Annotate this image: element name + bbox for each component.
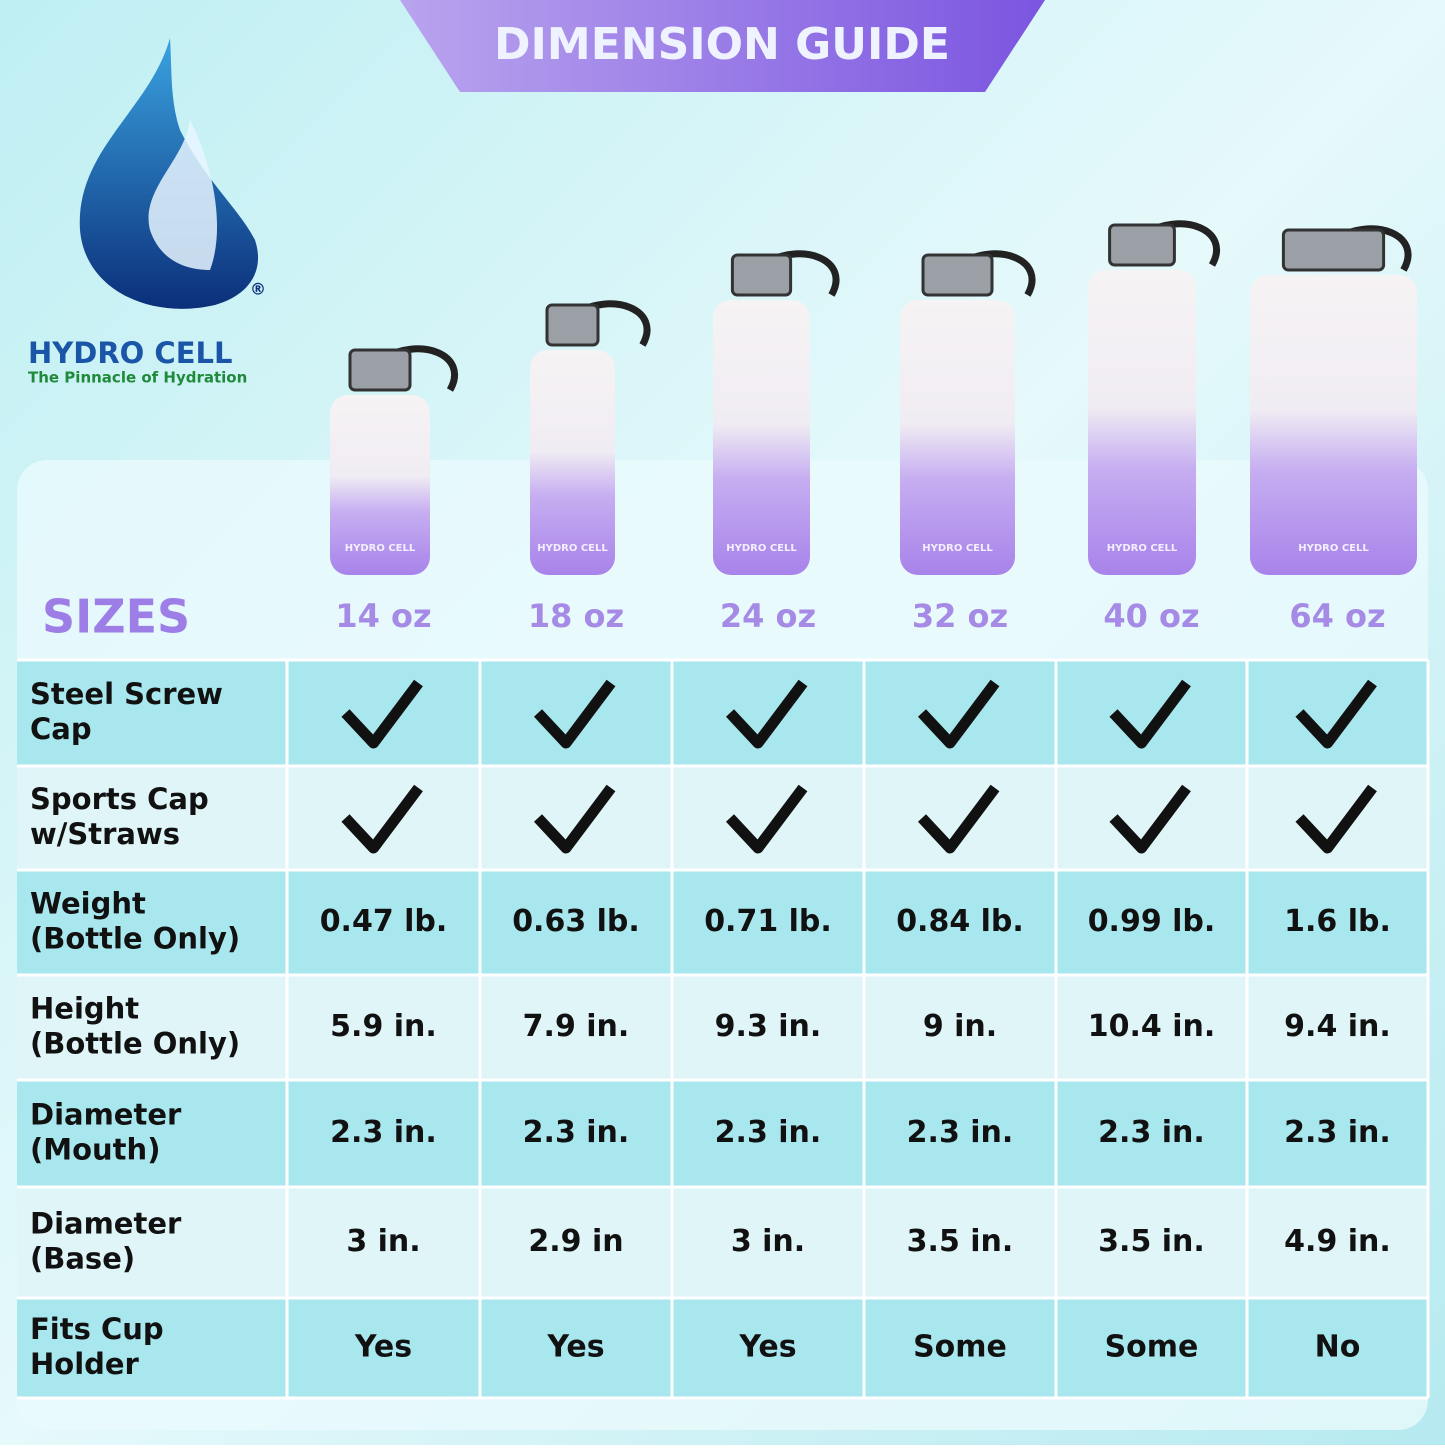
cell-value: Some bbox=[913, 1330, 1007, 1365]
size-label: 32 oz bbox=[912, 597, 1008, 635]
bottle-text: HYDRO CELL bbox=[726, 543, 797, 554]
bottle-cap bbox=[545, 303, 600, 347]
cell-value: 2.3 in. bbox=[1098, 1115, 1205, 1150]
logo-wave bbox=[148, 120, 218, 270]
cell-value: 3.5 in. bbox=[907, 1224, 1014, 1259]
checkmark bbox=[533, 679, 616, 749]
cell-value: 0.84 lb. bbox=[896, 904, 1024, 939]
bottle-body bbox=[900, 300, 1015, 575]
row-label: Weight bbox=[30, 887, 146, 921]
cell-value: 2.3 in. bbox=[1284, 1115, 1391, 1150]
checkmark bbox=[341, 784, 423, 854]
cell-value: Yes bbox=[738, 1330, 796, 1365]
cell-value: 0.63 lb. bbox=[512, 904, 640, 939]
cell-value: 4.9 in. bbox=[1284, 1224, 1391, 1259]
cell-value: 2.3 in. bbox=[523, 1115, 630, 1150]
brand-tagline: The Pinnacle of Hydration bbox=[28, 369, 247, 387]
cell-value: 3.5 in. bbox=[1098, 1224, 1205, 1259]
cell-value: 0.99 lb. bbox=[1088, 904, 1216, 939]
cell-value: 0.47 lb. bbox=[320, 904, 448, 939]
cell-value: 9.4 in. bbox=[1284, 1009, 1391, 1044]
bottle-text: HYDRO CELL bbox=[537, 543, 608, 554]
cell-value: 0.71 lb. bbox=[704, 904, 832, 939]
logo-mark: ® bbox=[250, 280, 266, 299]
title-banner bbox=[400, 0, 1045, 92]
table: 14 oz 18 oz 24 oz 32 oz 40 oz 64 oz Steel Scre… bbox=[17, 597, 1430, 1400]
bottle-cap bbox=[348, 348, 412, 392]
row-label: (Mouth) bbox=[30, 1133, 160, 1167]
bottle-cap bbox=[1108, 223, 1176, 267]
cell-value: 2.3 in. bbox=[330, 1115, 437, 1150]
bottle-cap bbox=[1281, 228, 1386, 272]
row-bg bbox=[17, 870, 1428, 975]
bottle-body bbox=[1088, 270, 1196, 575]
row-bg bbox=[17, 975, 1428, 1080]
row-label: Fits Cup bbox=[30, 1312, 164, 1346]
bottle-text: HYDRO CELL bbox=[345, 543, 416, 554]
bottles: HYDRO CELL HYDRO CELL HYDRO CELL HYDRO CELL… bbox=[330, 220, 1417, 575]
bottle-body bbox=[530, 350, 615, 575]
cell-value: 7.9 in. bbox=[523, 1009, 630, 1044]
checkmark bbox=[533, 784, 616, 854]
size-label: 18 oz bbox=[528, 597, 624, 635]
bottle-text: HYDRO CELL bbox=[922, 543, 993, 554]
cell-value: No bbox=[1315, 1330, 1361, 1365]
bottle-text: HYDRO CELL bbox=[1107, 543, 1178, 554]
cell-value: 2.3 in. bbox=[907, 1115, 1014, 1150]
row-label: Sports Cap bbox=[30, 782, 209, 816]
row-label: Cap bbox=[30, 712, 92, 746]
checkmark bbox=[341, 679, 423, 749]
brand-name: HYDRO CELL bbox=[28, 336, 232, 370]
row-label: w/Straws bbox=[30, 817, 180, 851]
checkmark bbox=[1295, 679, 1377, 749]
cell-value: Yes bbox=[354, 1330, 412, 1365]
cell-value: Some bbox=[1105, 1330, 1199, 1365]
size-label: 64 oz bbox=[1289, 597, 1385, 635]
checkmark bbox=[1109, 679, 1191, 749]
checkmark bbox=[725, 784, 808, 854]
row-bg bbox=[17, 766, 1428, 870]
bottle-text: HYDRO CELL bbox=[1298, 543, 1369, 554]
bottle-body bbox=[330, 395, 430, 575]
cell-value: 9.3 in. bbox=[715, 1009, 822, 1044]
size-label: 40 oz bbox=[1103, 597, 1199, 635]
cell-value: 10.4 in. bbox=[1088, 1009, 1216, 1044]
cell-value: 3 in. bbox=[346, 1224, 420, 1259]
checkmark bbox=[1109, 784, 1191, 854]
checkmark bbox=[917, 679, 1000, 749]
cell-value: 3 in. bbox=[731, 1224, 805, 1259]
sizes-label: SIZES bbox=[42, 590, 190, 644]
cell-value: 9 in. bbox=[923, 1009, 997, 1044]
row-label: (Bottle Only) bbox=[30, 1027, 240, 1061]
title: DIMENSION GUIDE bbox=[494, 19, 950, 70]
bottle-cap bbox=[730, 253, 793, 297]
cell-value: 2.9 in bbox=[528, 1224, 623, 1259]
cell-value: Yes bbox=[546, 1330, 604, 1365]
bottle-body bbox=[713, 300, 810, 575]
checkmark bbox=[725, 679, 808, 749]
row-label: Diameter bbox=[30, 1207, 182, 1241]
cell-value: 2.3 in. bbox=[715, 1115, 822, 1150]
checkmark bbox=[917, 784, 1000, 854]
size-label: 14 oz bbox=[335, 597, 431, 635]
row-bg bbox=[17, 1298, 1428, 1398]
row-label: Holder bbox=[30, 1347, 140, 1381]
row-label: (Bottle Only) bbox=[30, 922, 240, 956]
row-bg bbox=[17, 1187, 1428, 1298]
size-label: 24 oz bbox=[720, 597, 816, 635]
row-label: Steel Screw bbox=[30, 677, 223, 711]
row-bg bbox=[17, 1080, 1428, 1187]
row-label: Diameter bbox=[30, 1098, 182, 1132]
row-label: Height bbox=[30, 992, 139, 1026]
bottle-body bbox=[1250, 275, 1417, 575]
row-bg bbox=[17, 660, 1428, 766]
checkmark bbox=[1295, 784, 1377, 854]
cell-value: 5.9 in. bbox=[330, 1009, 437, 1044]
bottle-cap bbox=[921, 253, 994, 297]
row-label: (Base) bbox=[30, 1242, 135, 1276]
cell-value: 1.6 lb. bbox=[1284, 904, 1391, 939]
